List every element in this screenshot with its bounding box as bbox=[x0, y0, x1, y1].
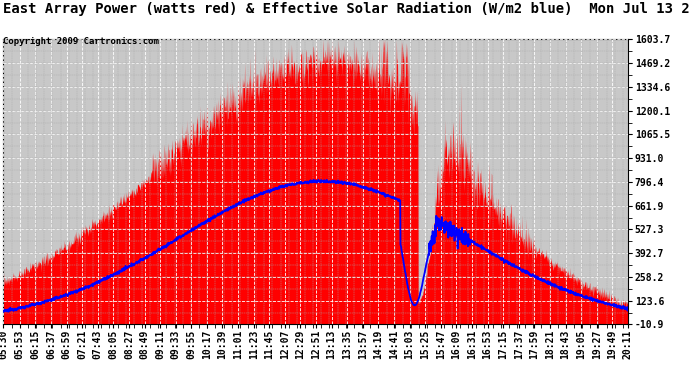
Text: East Array Power (watts red) & Effective Solar Radiation (W/m2 blue)  Mon Jul 13: East Array Power (watts red) & Effective… bbox=[3, 2, 690, 16]
Text: Copyright 2009 Cartronics.com: Copyright 2009 Cartronics.com bbox=[3, 38, 159, 46]
